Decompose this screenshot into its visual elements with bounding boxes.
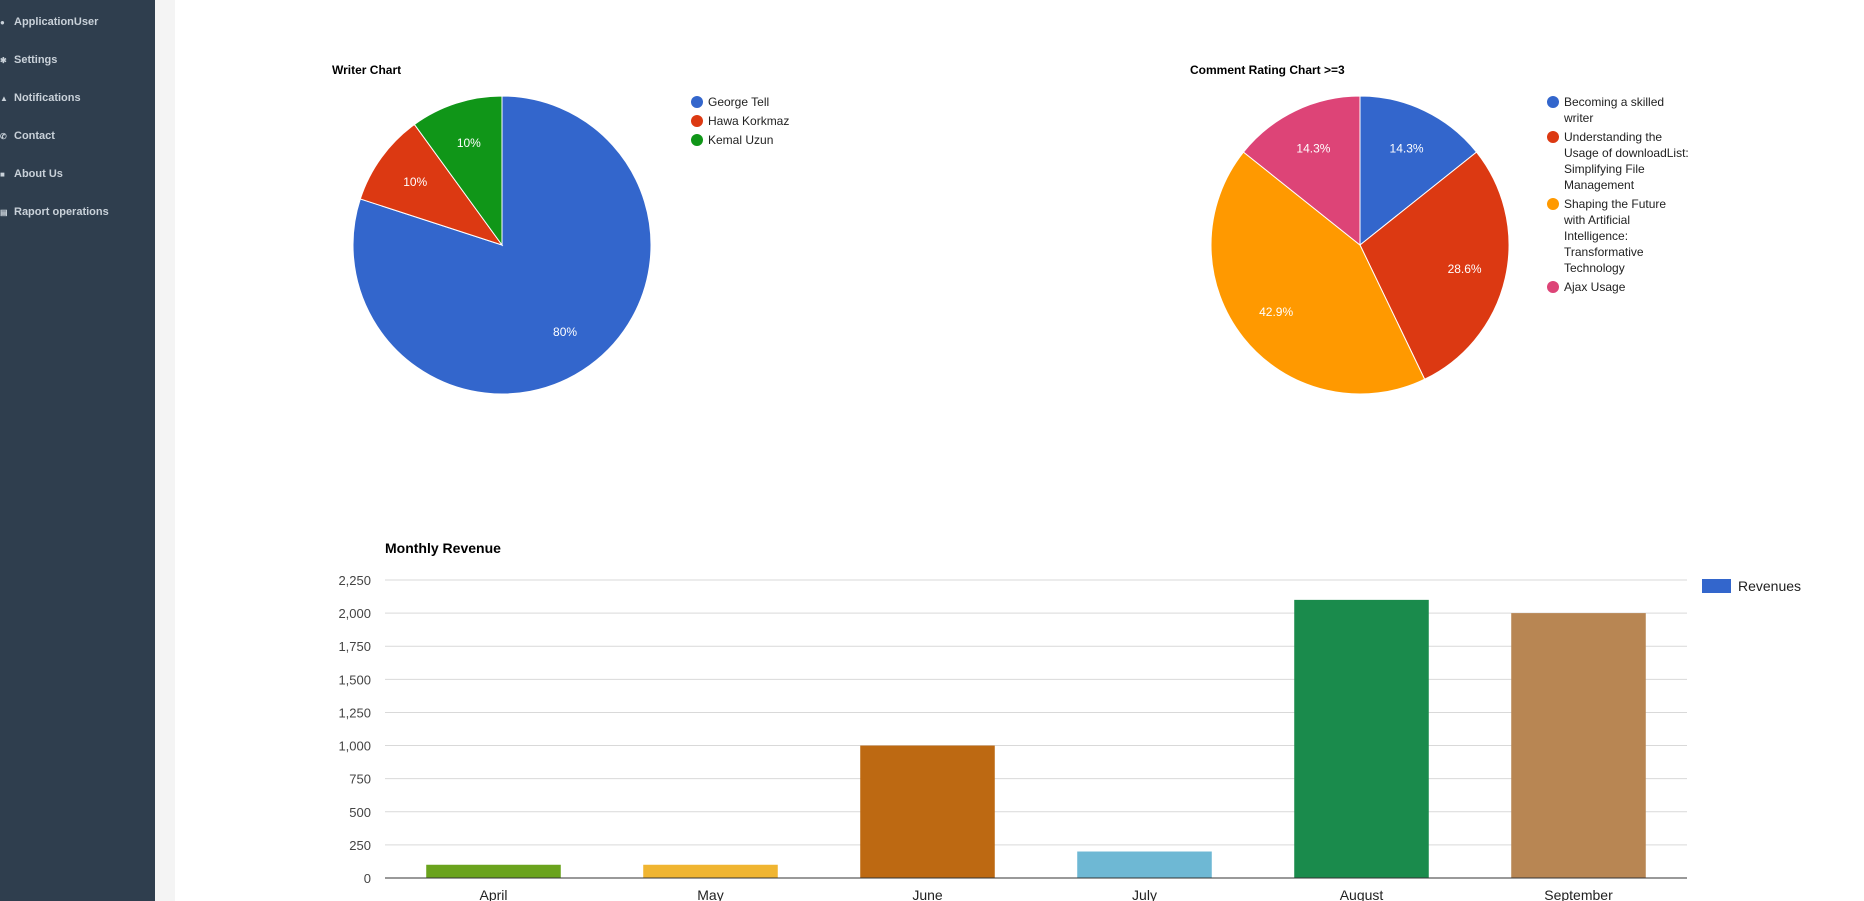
pie-slice-label: 28.6% — [1448, 262, 1482, 276]
sidebar: ● ApplicationUser ✱ Settings ▲ Notificat… — [0, 0, 155, 901]
pie-slice-becoming-a-skilled-writer — [1359, 95, 1478, 247]
sidebar-item-settings[interactable]: ✱ Settings — [0, 50, 57, 70]
y-tick-label: 500 — [349, 805, 371, 820]
writer-pie-chart: Writer Chart 80% 10% 10% George Tell Hawa Kor… — [332, 63, 1801, 901]
x-tick-label: September — [1544, 887, 1613, 901]
sidebar-item-raport-operations[interactable]: ▤ Raport operations — [0, 202, 109, 222]
pie-slice-label: 10% — [403, 175, 427, 189]
legend-entry: Becoming a skilled writer — [1563, 95, 1664, 125]
sidebar-item-label: Contact — [14, 130, 55, 142]
y-tick-label: 2,250 — [338, 573, 371, 588]
chart-title: Writer Chart — [332, 63, 401, 77]
pie-slice-shaping-the-future-with-artificial-intelligence-transformative-technology — [1210, 151, 1426, 395]
content-gutter — [155, 0, 175, 901]
y-tick-label: 0 — [364, 871, 371, 886]
legend-entry: Shaping the Future with Artificial Intelli… — [1563, 197, 1666, 275]
legend-marker-shaping-the-future-with-artificial-intelligence-transformative-technology — [1547, 198, 1559, 210]
pie-slice-kemal-uzun — [413, 95, 503, 247]
y-tick-label: 250 — [349, 838, 371, 853]
bar-july — [1077, 851, 1212, 878]
main-content: Writer Chart 80% 10% 10% George Tell Hawa Kor… — [175, 0, 1864, 901]
legend-marker-kemal-uzun — [691, 134, 703, 146]
pie-slice-label: 14.3% — [1390, 141, 1424, 155]
pie-slice-understanding-the-usage-of-downloadlist-simplifying-file-management — [1359, 151, 1510, 380]
sidebar-item-label: Settings — [14, 54, 58, 66]
bar-september — [1511, 613, 1646, 878]
legend-entry: Kemal Uzun — [708, 133, 773, 147]
y-tick-label: 2,000 — [338, 606, 371, 621]
phone-icon: ✆ — [0, 131, 7, 141]
x-tick-label: August — [1340, 887, 1384, 901]
pie-slice-label: 10% — [457, 136, 481, 150]
pie-slice-label: 42.9% — [1259, 305, 1293, 319]
legend-marker-ajax-usage — [1547, 281, 1559, 293]
sidebar-item-application-user[interactable]: ● ApplicationUser — [0, 12, 98, 32]
legend-marker-hawa-korkmaz — [691, 115, 703, 127]
y-tick-label: 750 — [349, 772, 371, 787]
sidebar-item-notifications[interactable]: ▲ Notifications — [0, 88, 81, 108]
sidebar-item-about-us[interactable]: ■ About Us — [0, 164, 63, 184]
legend-entry: Ajax Usage — [1564, 280, 1626, 294]
sidebar-item-label: ApplicationUser — [14, 16, 99, 28]
chart-title: Comment Rating Chart >=3 — [1190, 63, 1345, 77]
legend-marker-george-tell — [691, 96, 703, 108]
y-tick-label: 1,500 — [338, 672, 371, 687]
sidebar-item-contact[interactable]: ✆ Contact — [0, 126, 55, 146]
bar-may — [643, 864, 778, 878]
legend-marker-understanding-the-usage-of-downloadlist-simplifying-file-management — [1547, 131, 1559, 143]
pie-slice-hawa-korkmaz — [359, 123, 504, 246]
sidebar-item-label: About Us — [14, 168, 63, 180]
y-tick-label: 1,750 — [338, 639, 371, 654]
y-tick-label: 1,000 — [338, 739, 371, 754]
gear-icon: ✱ — [0, 55, 7, 65]
pie-slice-ajax-usage — [1242, 95, 1361, 247]
sidebar-item-label: Notifications — [14, 92, 81, 104]
bar-june — [860, 745, 995, 878]
pie-slice-label: 80% — [553, 325, 577, 339]
y-tick-label: 1,250 — [338, 705, 371, 720]
book-icon: ▤ — [0, 207, 8, 217]
pie-slice-label: 14.3% — [1296, 141, 1330, 155]
x-tick-label: July — [1132, 887, 1157, 901]
legend-entry: George Tell — [708, 95, 769, 109]
bar-april — [426, 864, 561, 878]
x-tick-label: May — [697, 887, 723, 901]
legend-entry: Hawa Korkmaz — [708, 114, 789, 128]
x-tick-label: April — [479, 887, 507, 901]
legend-entry: Understanding the Usage of downloadList: S… — [1564, 130, 1689, 192]
x-tick-label: June — [912, 887, 943, 901]
legend-marker-becoming-a-skilled-writer — [1547, 96, 1559, 108]
id-card-icon: ■ — [0, 169, 5, 179]
bar-august — [1294, 599, 1429, 878]
legend-marker-revenues — [1702, 579, 1731, 593]
user-icon: ● — [0, 17, 5, 27]
bell-icon: ▲ — [0, 93, 8, 103]
sidebar-item-label: Raport operations — [14, 206, 109, 218]
legend-entry: Revenues — [1738, 578, 1801, 594]
chart-title: Monthly Revenue — [385, 540, 501, 556]
